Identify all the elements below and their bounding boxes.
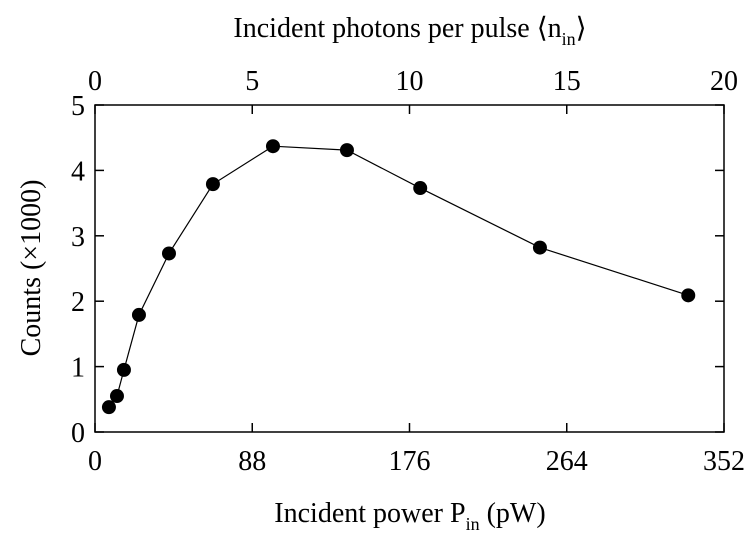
data-point — [413, 181, 428, 196]
x2-tick-label: 15 — [553, 66, 581, 97]
data-point — [109, 389, 124, 404]
x-tick-label: 264 — [546, 446, 588, 477]
y-axis-label: Counts (×1000) — [16, 180, 47, 357]
x2-tick-label: 20 — [710, 66, 738, 97]
x2-label-main: Incident photons per pulse ⟨n — [233, 13, 561, 44]
data-point — [532, 240, 547, 255]
x2-label-end: ⟩ — [576, 13, 587, 44]
y-tick-label: 2 — [71, 287, 85, 318]
data-point — [339, 143, 354, 158]
y-tick-label: 0 — [71, 418, 85, 449]
x2-tick-label: 10 — [396, 66, 424, 97]
x2-tick-label: 0 — [88, 66, 102, 97]
x-tick-label: 352 — [703, 446, 745, 477]
x2-label-sub: in — [562, 29, 576, 49]
x-label-end: (pW) — [480, 498, 546, 529]
y-tick-label: 1 — [71, 353, 85, 384]
y-tick-label: 3 — [71, 222, 85, 253]
x-label-main: Incident power P — [274, 498, 465, 529]
x2-tick-label: 5 — [245, 66, 259, 97]
data-point — [131, 307, 146, 322]
x-tick-label: 88 — [238, 446, 266, 477]
x-label-sub: in — [466, 514, 480, 534]
data-point — [205, 177, 220, 192]
y-tick-label: 5 — [71, 91, 85, 122]
data-point — [101, 400, 116, 415]
x2-axis-label: Incident photons per pulse ⟨nin⟩ — [233, 13, 586, 49]
data-point — [265, 139, 280, 154]
data-point — [681, 288, 696, 303]
data-point — [116, 362, 131, 377]
plot-frame — [94, 104, 725, 433]
y-tick-label: 4 — [71, 156, 85, 187]
data-point — [161, 246, 176, 261]
x-tick-label: 176 — [389, 446, 431, 477]
x-tick-label: 0 — [88, 446, 102, 477]
x-axis-label: Incident power Pin (pW) — [274, 498, 545, 534]
series-line — [108, 145, 689, 408]
